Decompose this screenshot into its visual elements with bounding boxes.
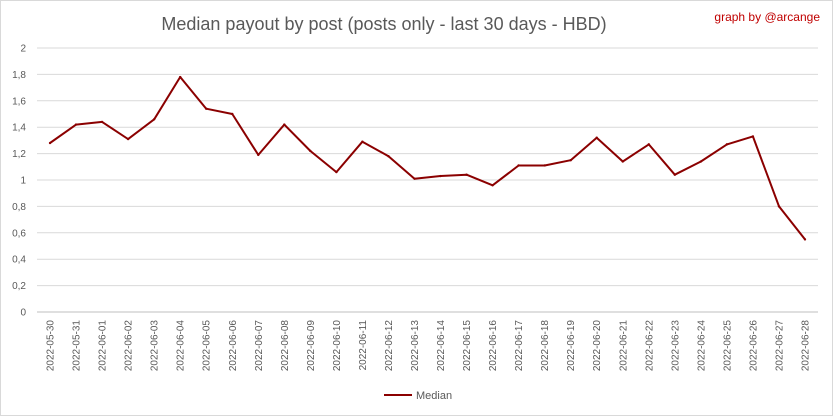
x-tick-label: 2022-06-12	[384, 320, 395, 372]
x-tick-label: 2022-06-24	[696, 320, 707, 372]
x-tick-label: 2022-06-23	[670, 320, 681, 372]
x-tick-label: 2022-05-31	[72, 320, 83, 372]
x-tick-label: 2022-06-13	[410, 320, 421, 372]
y-tick-label: 1,6	[12, 96, 26, 107]
x-tick-label: 2022-06-22	[644, 320, 655, 372]
data-point	[439, 174, 442, 178]
data-point	[673, 173, 677, 176]
chart-credit: graph by @arcange	[714, 10, 820, 24]
data-point	[257, 153, 260, 157]
data-point	[751, 135, 755, 138]
data-point	[100, 120, 104, 124]
x-tick-label: 2022-06-11	[358, 320, 369, 371]
data-point	[283, 123, 286, 126]
x-tick-label: 2022-06-09	[306, 320, 317, 372]
x-tick-label: 2022-06-14	[436, 320, 447, 372]
y-tick-label: 2	[20, 44, 26, 55]
data-point	[569, 159, 572, 162]
x-tick-label: 2022-06-01	[98, 320, 109, 372]
x-tick-label: 2022-06-19	[566, 320, 577, 372]
data-point	[413, 177, 416, 180]
x-tick-label: 2022-06-27	[774, 320, 785, 372]
x-tick-label: 2022-06-05	[202, 320, 213, 372]
x-tick-label: 2022-06-07	[254, 320, 265, 372]
data-point	[803, 238, 807, 241]
x-tick-label: 2022-06-21	[618, 320, 629, 372]
x-tick-label: 2022-06-03	[150, 320, 161, 372]
x-axis: 2022-05-30 2022-05-31 2022-06-01 2022-06-02…	[46, 320, 812, 372]
data-point	[231, 112, 234, 116]
data-point	[621, 160, 624, 163]
data-point	[699, 160, 703, 163]
y-tick-label: 1	[20, 176, 26, 187]
data-point	[74, 123, 78, 126]
y-tick-label: 0,4	[12, 255, 26, 266]
x-tick-label: 2022-06-20	[592, 320, 603, 372]
series-line-median	[49, 76, 806, 241]
x-tick-label: 2022-06-17	[514, 320, 525, 372]
y-tick-label: 0	[20, 308, 26, 319]
data-point	[48, 141, 52, 145]
x-tick-label: 2022-06-28	[800, 320, 811, 372]
data-point	[465, 173, 468, 176]
x-tick-label: 2022-06-06	[228, 320, 239, 372]
data-point	[543, 164, 546, 167]
x-tick-label: 2022-06-15	[462, 320, 473, 372]
y-tick-label: 0,8	[12, 202, 26, 213]
data-point	[152, 118, 156, 121]
data-point	[595, 136, 598, 139]
legend-label: Median	[416, 390, 452, 402]
y-tick-label: 0,2	[12, 281, 26, 292]
data-point	[205, 107, 208, 110]
y-tick-label: 1,4	[12, 123, 26, 134]
data-point	[517, 164, 520, 167]
x-tick-label: 2022-06-10	[332, 320, 343, 372]
data-point	[178, 75, 182, 79]
x-tick-label: 2022-06-16	[488, 320, 499, 372]
legend[interactable]: Median	[384, 390, 452, 402]
y-tick-label: 1,8	[12, 70, 26, 81]
data-point	[725, 143, 729, 146]
x-tick-label: 2022-05-30	[46, 320, 57, 372]
data-point	[777, 205, 781, 208]
data-point	[361, 140, 364, 143]
x-tick-label: 2022-06-18	[540, 320, 551, 372]
x-tick-label: 2022-06-04	[176, 320, 187, 372]
x-tick-label: 2022-06-08	[280, 320, 291, 372]
x-tick-label: 2022-06-02	[124, 320, 135, 372]
data-point	[335, 170, 338, 174]
y-tick-label: 0,6	[12, 228, 26, 239]
data-point	[491, 184, 494, 187]
gridlines	[37, 47, 818, 313]
series-group	[48, 75, 807, 241]
data-point	[126, 137, 130, 141]
data-point	[309, 149, 312, 153]
data-point	[387, 155, 390, 158]
chart-title: Median payout by post (posts only - last…	[161, 14, 606, 34]
data-point	[647, 143, 650, 146]
x-tick-label: 2022-06-26	[748, 320, 759, 372]
x-tick-label: 2022-06-25	[722, 320, 733, 372]
y-tick-label: 1,2	[12, 149, 26, 160]
y-axis: 0 0,2 0,4 0,6 0,8 1 1,2 1,4 1,6 1,8 2	[12, 44, 26, 319]
